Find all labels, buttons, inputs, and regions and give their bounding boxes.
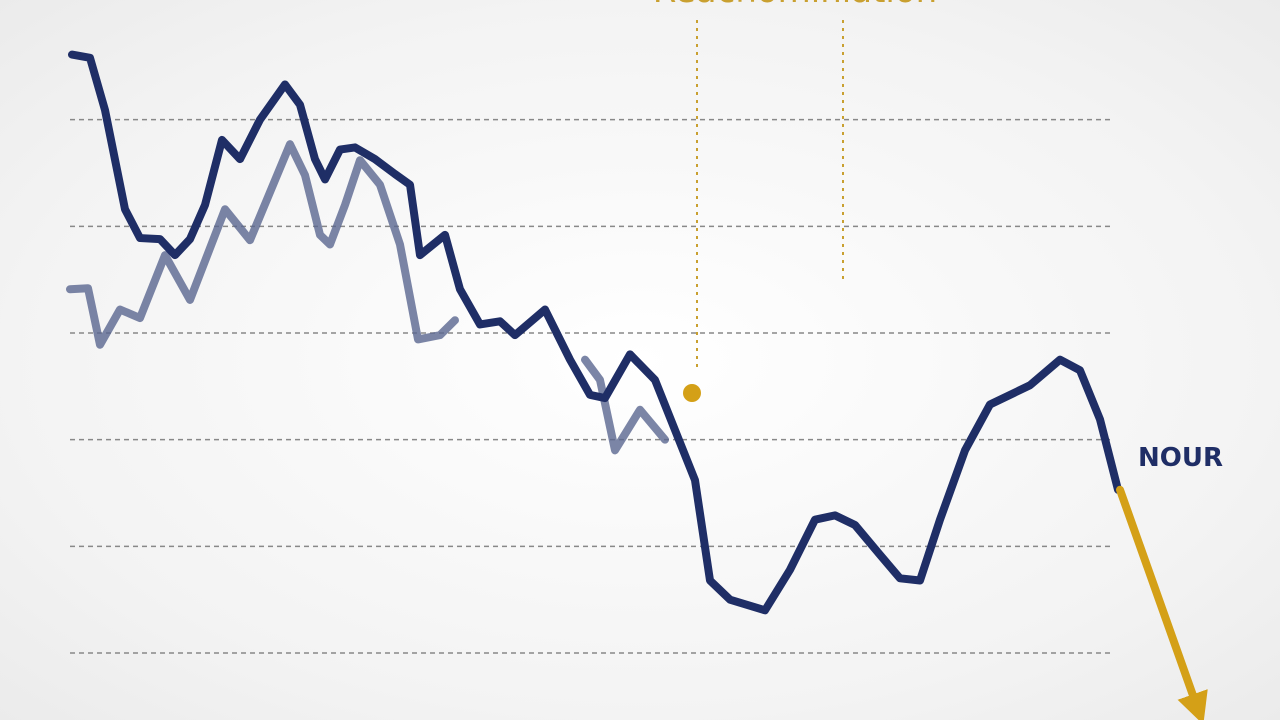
chart-title: Reachominiation (653, 0, 937, 11)
annotation-dot (683, 384, 701, 402)
grid (70, 118, 1112, 654)
line (66, 140, 669, 455)
line (1116, 485, 1208, 720)
line (68, 50, 1122, 615)
annotation-label: NOUR (1138, 443, 1223, 473)
lines (66, 50, 1208, 720)
